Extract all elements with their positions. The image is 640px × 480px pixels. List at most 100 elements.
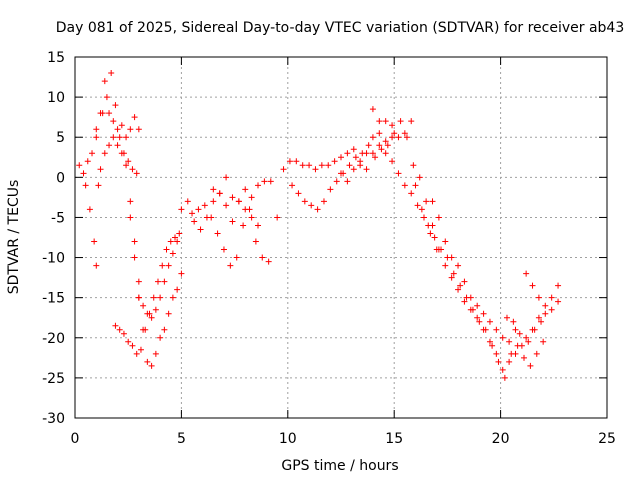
data-point (242, 206, 249, 213)
data-point (344, 150, 351, 157)
data-point (503, 314, 510, 321)
data-point (131, 114, 138, 121)
data-point (525, 338, 532, 345)
data-point (157, 294, 164, 301)
data-point (131, 254, 138, 261)
y-axis-label: SDTVAR / TECUs (6, 180, 22, 295)
data-point (235, 198, 242, 205)
data-point (331, 158, 338, 165)
data-point (148, 314, 155, 321)
chart-title: Day 081 of 2025, Sidereal Day-to-day VTE… (56, 20, 625, 36)
data-point (114, 142, 121, 149)
data-point (518, 342, 525, 349)
data-point (165, 262, 172, 269)
data-point (174, 286, 181, 293)
data-point (352, 154, 359, 161)
data-point (229, 194, 236, 201)
data-points (76, 70, 562, 381)
data-point (512, 326, 519, 333)
data-point (523, 270, 530, 277)
data-point (442, 238, 449, 245)
data-point (110, 134, 117, 141)
data-point (229, 218, 236, 225)
data-point (301, 198, 308, 205)
data-point (161, 326, 168, 333)
data-point (114, 126, 121, 133)
data-point (378, 146, 385, 153)
data-point (482, 326, 489, 333)
data-point (401, 182, 408, 189)
data-point (389, 122, 396, 129)
x-tick-label: 15 (385, 431, 403, 447)
data-point (338, 154, 344, 161)
data-point (435, 214, 442, 221)
data-point (499, 366, 506, 373)
data-point (369, 150, 376, 157)
data-point (314, 206, 321, 213)
data-point (223, 202, 230, 209)
data-point (395, 134, 402, 141)
grid-lines (75, 57, 607, 418)
data-point (382, 150, 389, 157)
y-tick-label: -25 (42, 371, 65, 387)
data-point (112, 102, 119, 109)
data-point (548, 306, 555, 313)
data-point (480, 310, 487, 317)
plot-frame (74, 56, 608, 419)
data-point (248, 194, 255, 201)
data-point (137, 346, 144, 353)
data-point (84, 158, 91, 165)
data-point (425, 222, 432, 229)
data-point (80, 170, 87, 177)
x-axis-label: GPS time / hours (281, 458, 398, 474)
data-point (152, 350, 159, 357)
data-point (93, 126, 100, 133)
data-point (120, 330, 127, 337)
data-point (129, 342, 136, 349)
data-point (408, 190, 415, 197)
data-point (535, 314, 542, 321)
data-point (165, 310, 172, 317)
data-point (493, 326, 500, 333)
data-point (350, 166, 357, 173)
data-point (157, 334, 164, 341)
data-point (376, 130, 383, 137)
data-point (474, 302, 481, 309)
data-point (227, 262, 234, 269)
data-point (103, 94, 110, 101)
data-point (159, 262, 166, 269)
data-point (169, 250, 176, 257)
data-point (467, 294, 474, 301)
data-point (210, 186, 217, 193)
y-tick-label: 15 (47, 50, 65, 66)
x-tick-label: 0 (71, 431, 80, 447)
data-point (86, 206, 93, 213)
data-point (255, 182, 262, 189)
y-tick-label: 10 (47, 90, 65, 106)
data-point (197, 226, 204, 233)
data-point (510, 318, 517, 325)
data-point (265, 258, 272, 265)
data-point (369, 106, 376, 113)
y-tick-label: 0 (56, 170, 65, 186)
data-point (389, 134, 396, 141)
data-point (457, 282, 464, 289)
data-point (127, 214, 134, 221)
data-point (438, 246, 445, 253)
data-point (135, 126, 142, 133)
data-point (418, 206, 425, 213)
data-point (135, 294, 142, 301)
data-point (161, 278, 168, 285)
x-tick-label: 10 (279, 431, 297, 447)
data-point (233, 254, 240, 261)
data-point (542, 302, 549, 309)
data-point (144, 358, 151, 365)
x-tick-label: 5 (177, 431, 186, 447)
data-point (369, 134, 376, 141)
data-point (127, 126, 134, 133)
data-point (108, 70, 115, 77)
data-point (461, 278, 468, 285)
data-point (346, 162, 353, 169)
data-point (384, 142, 391, 149)
data-point (538, 318, 545, 325)
